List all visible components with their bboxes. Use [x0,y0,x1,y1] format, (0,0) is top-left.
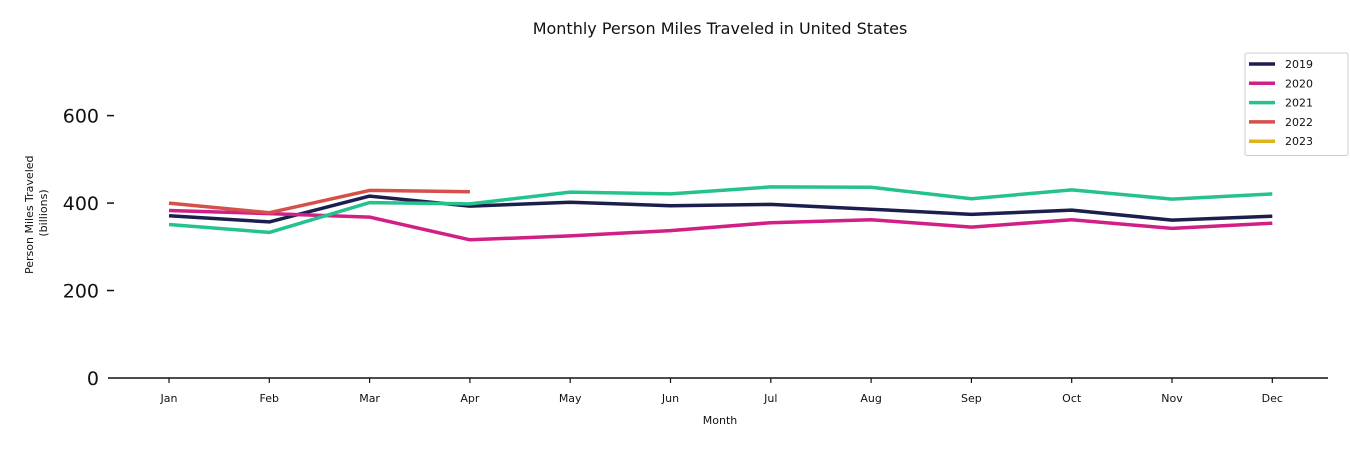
x-tick-label: Jul [763,392,777,405]
legend-label-2022: 2022 [1285,116,1313,129]
x-tick-label: Nov [1161,392,1183,405]
x-axis-label: Month [703,414,738,427]
legend-label-2019: 2019 [1285,58,1313,71]
x-tick-label: Apr [460,392,480,405]
x-tick-label: Mar [359,392,380,405]
y-tick-label: 600 [63,106,99,128]
y-axis-label: Person Miles Traveled (billions) [23,152,50,274]
y-tick-label: 0 [87,368,99,390]
legend: 2019 2020 2021 2022 2023 [1244,52,1349,156]
axes: 0 200 400 600 Jan Feb Mar Apr May Jun Jul Aug Sep Oct… [63,106,1328,405]
x-tick-label: Jan [160,392,178,405]
y-axis-label-line-2: (billions) [37,189,50,236]
series-line-2020 [168,208,1273,242]
series-line-2021 [168,185,1273,235]
legend-label-2023: 2023 [1285,135,1313,148]
y-tick-label: 200 [63,281,99,303]
x-tick-label: Oct [1062,392,1082,405]
x-tick-label: Dec [1262,392,1283,405]
legend-label-2020: 2020 [1285,77,1313,90]
y-tick-label: 400 [63,193,99,215]
x-tick-label: May [559,392,582,405]
x-tick-label: Feb [260,392,279,405]
legend-box [1244,52,1349,156]
x-tick-label: Sep [961,392,982,405]
legend-label-2021: 2021 [1285,97,1313,110]
series-line-2019 [168,194,1273,224]
x-tick-label: Jun [661,392,679,405]
series-line-2022 [168,188,470,215]
series-lines [168,185,1273,242]
x-tick-label: Aug [860,392,881,405]
chart-title: Monthly Person Miles Traveled in United … [533,19,908,38]
y-axis-label-line-1: Person Miles Traveled [23,155,36,274]
